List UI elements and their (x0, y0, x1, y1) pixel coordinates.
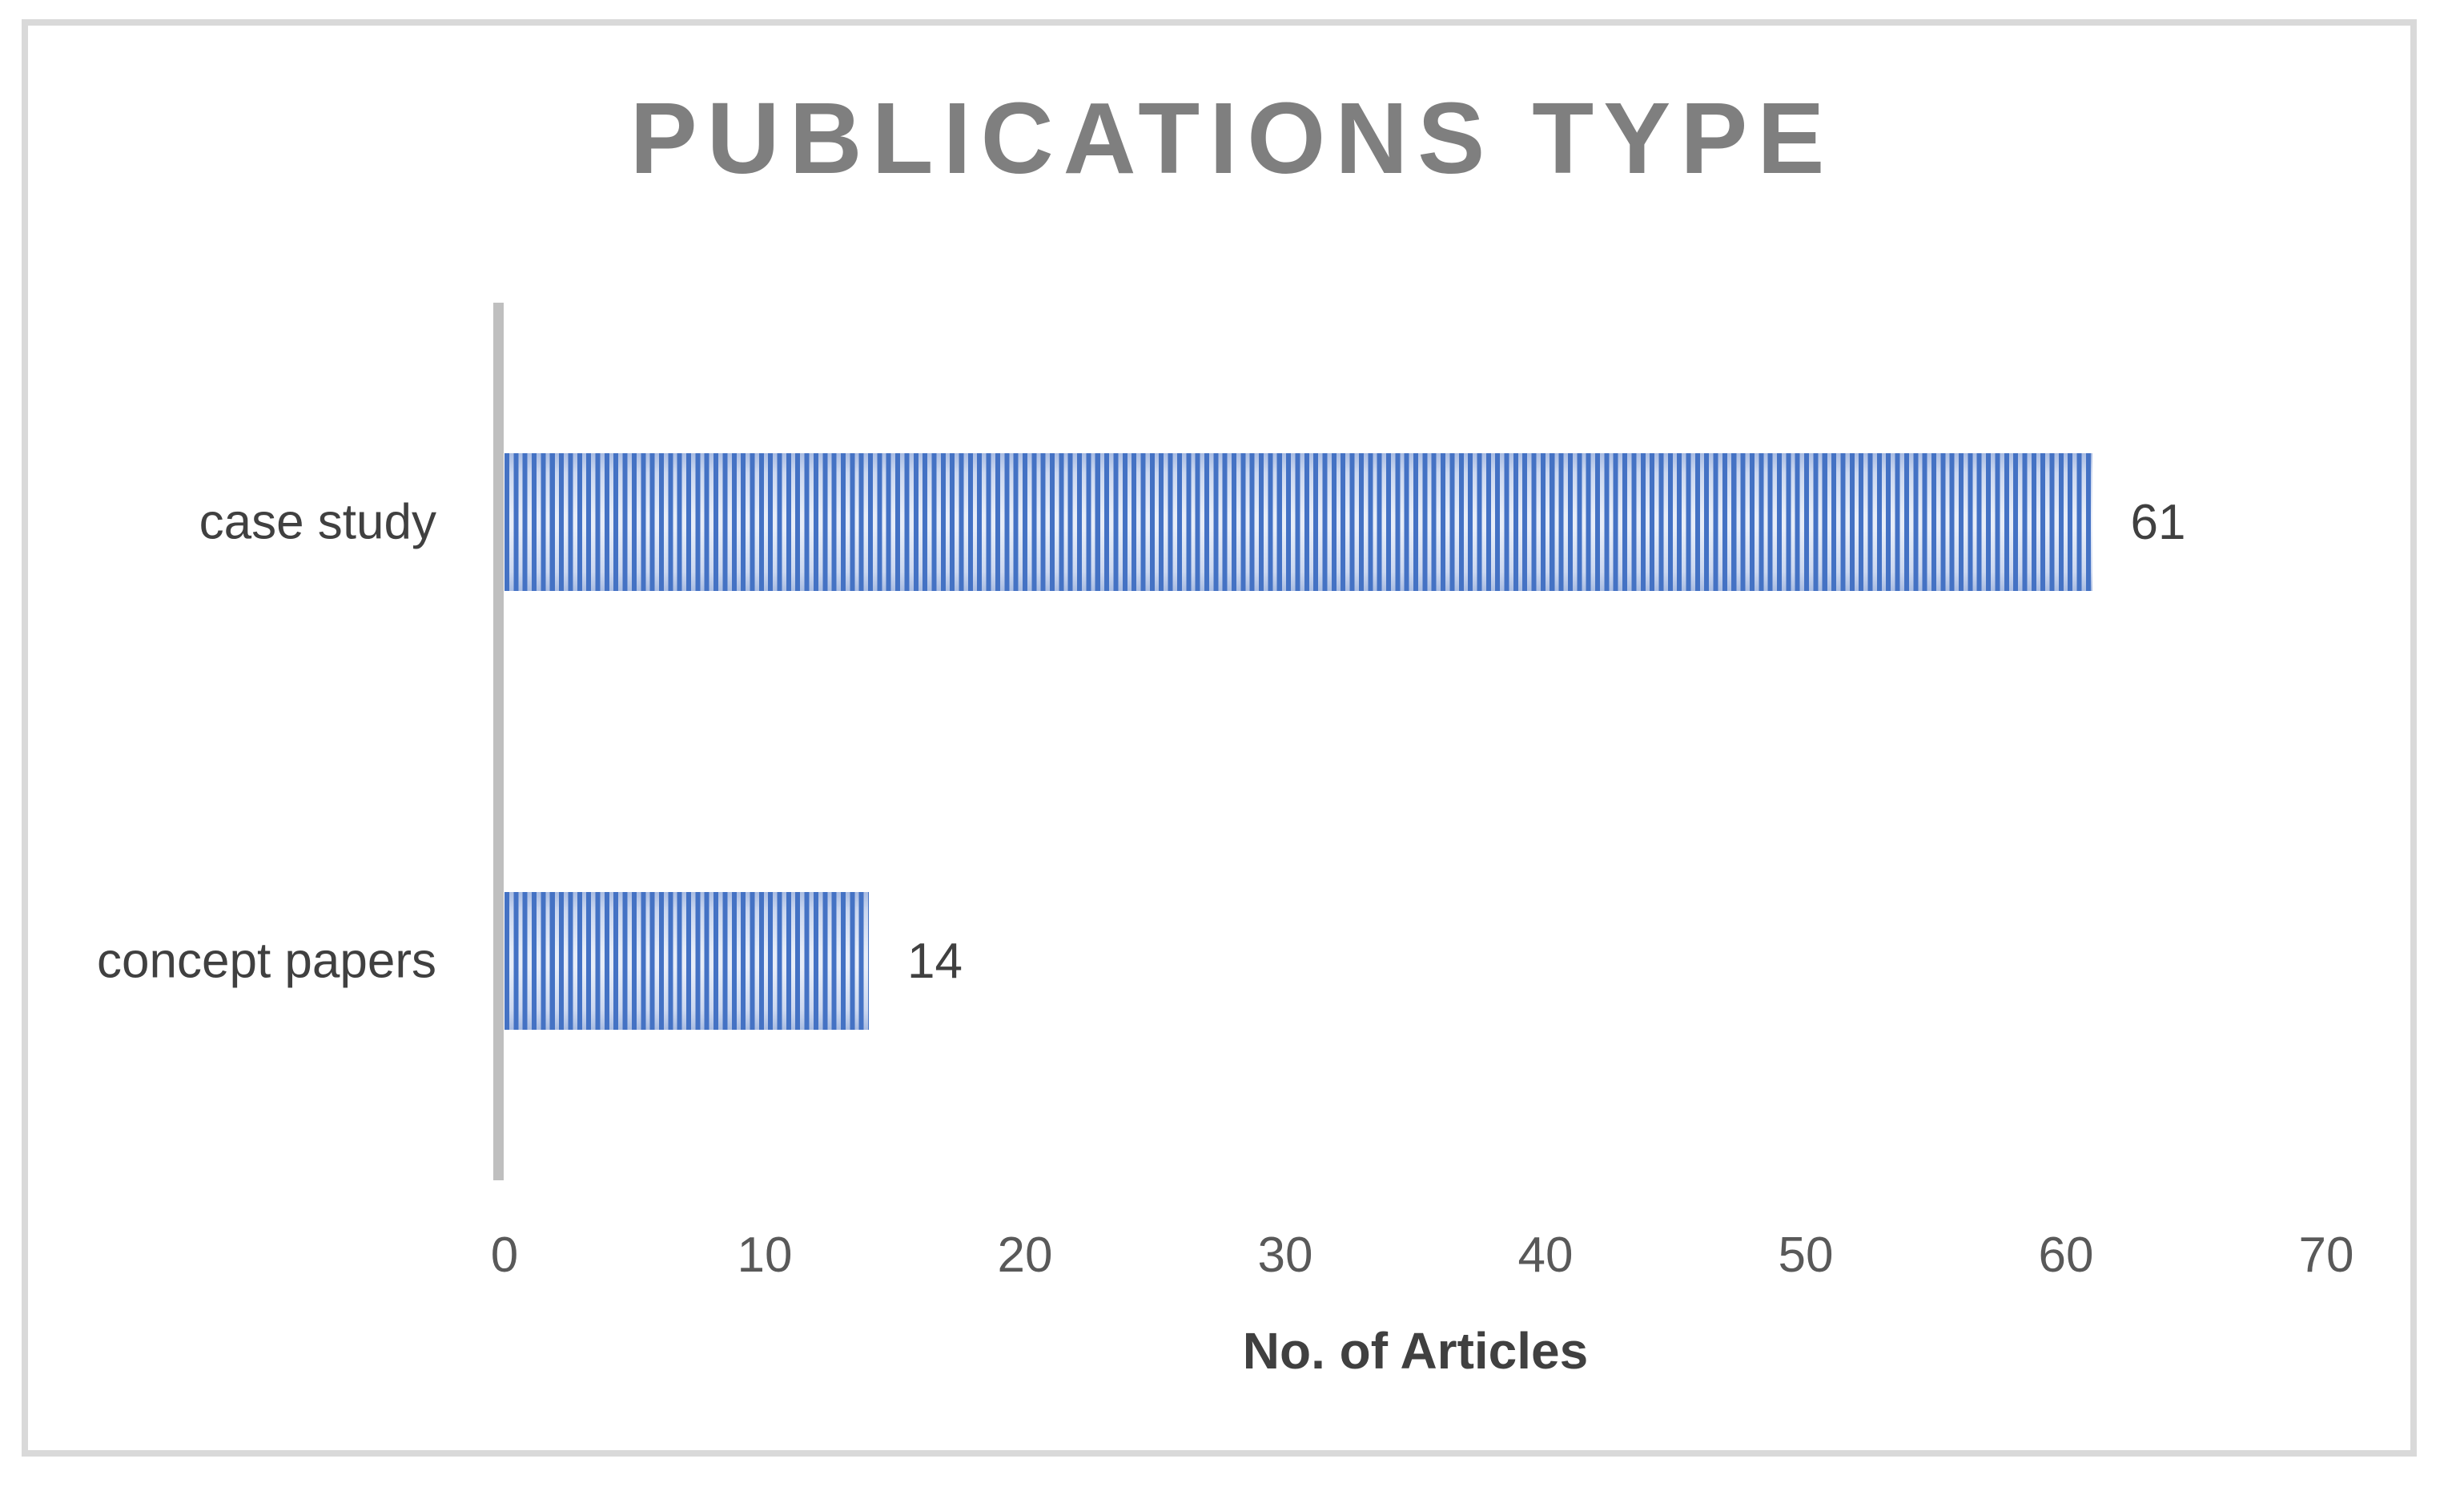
bar-concept-papers (504, 892, 869, 1030)
plot-area: case study 61 concept papers 14 (97, 303, 2326, 1180)
bar-row-concept-papers: concept papers 14 (97, 741, 2326, 1180)
chart-title: PUBLICATIONS TYPE (629, 82, 1835, 195)
value-label-case-study: 61 (2130, 494, 2186, 550)
x-tick-label: 40 (1517, 1228, 1574, 1283)
category-label-concept-papers: concept papers (97, 933, 436, 989)
y-axis-line (493, 303, 504, 1180)
x-axis-title: No. of Articles (1242, 1322, 1589, 1380)
x-axis-ticks: 0 10 20 30 40 50 60 70 (491, 1228, 2354, 1287)
x-tick-label: 70 (2298, 1228, 2354, 1283)
x-tick-label: 0 (490, 1228, 519, 1283)
x-tick-label: 30 (1257, 1228, 1313, 1283)
bar-row-case-study: case study 61 (199, 303, 2326, 741)
x-tick-label: 50 (1778, 1228, 1834, 1283)
bar-case-study (504, 453, 2092, 591)
x-tick-label: 20 (997, 1228, 1053, 1283)
category-label-case-study: case study (199, 494, 436, 550)
x-tick-label: 10 (737, 1228, 793, 1283)
x-tick-label: 60 (2038, 1228, 2094, 1283)
value-label-concept-papers: 14 (907, 933, 963, 989)
